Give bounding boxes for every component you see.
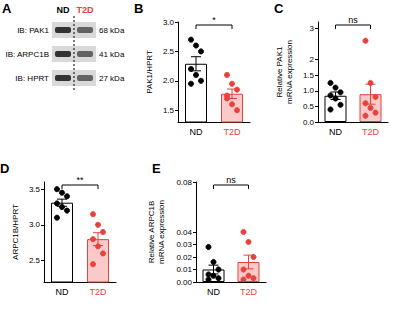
svg-text:41 kDa: 41 kDa xyxy=(99,50,125,59)
svg-text:ND: ND xyxy=(190,127,203,137)
svg-text:Relative PAK1: Relative PAK1 xyxy=(275,46,284,98)
svg-text:mRNA expression: mRNA expression xyxy=(157,200,166,264)
svg-text:2.5: 2.5 xyxy=(163,47,175,56)
svg-text:3.0: 3.0 xyxy=(163,18,175,27)
svg-text:0.01: 0.01 xyxy=(176,265,192,274)
svg-text:IB: ARPC1B: IB: ARPC1B xyxy=(5,50,49,59)
svg-text:0.08: 0.08 xyxy=(176,178,192,187)
svg-text:2: 2 xyxy=(310,55,315,64)
svg-text:IB: PAK1: IB: PAK1 xyxy=(17,26,49,35)
svg-text:A: A xyxy=(2,1,12,16)
svg-text:*: * xyxy=(212,15,216,25)
svg-text:**: ** xyxy=(76,175,84,185)
svg-text:27 kDa: 27 kDa xyxy=(99,74,125,83)
svg-text:1.5: 1.5 xyxy=(163,106,175,115)
svg-text:PAK1/HPRT: PAK1/HPRT xyxy=(145,50,154,94)
svg-text:0.04: 0.04 xyxy=(176,228,192,237)
svg-text:B: B xyxy=(134,1,143,16)
svg-text:E: E xyxy=(152,161,161,176)
svg-text:ns: ns xyxy=(348,15,358,25)
svg-text:D: D xyxy=(0,161,9,176)
svg-text:ND: ND xyxy=(56,287,69,297)
svg-text:2.0: 2.0 xyxy=(163,76,175,85)
svg-text:0.03: 0.03 xyxy=(176,240,192,249)
svg-text:ND: ND xyxy=(329,127,342,137)
svg-text:3.5: 3.5 xyxy=(29,185,41,194)
svg-text:3.0: 3.0 xyxy=(29,220,41,229)
svg-text:C: C xyxy=(274,1,284,16)
svg-text:T2D: T2D xyxy=(240,287,258,297)
svg-text:0.00: 0.00 xyxy=(176,278,192,287)
svg-text:0.02: 0.02 xyxy=(176,253,192,262)
svg-text:T2D: T2D xyxy=(89,287,107,297)
svg-text:Relative ARPC1B: Relative ARPC1B xyxy=(147,201,156,264)
svg-text:0.5: 0.5 xyxy=(303,102,315,111)
svg-text:mRNA expression: mRNA expression xyxy=(285,40,294,104)
svg-text:68 kDa: 68 kDa xyxy=(99,26,125,35)
svg-text:IB: HPRT: IB: HPRT xyxy=(15,74,49,83)
svg-text:ns: ns xyxy=(226,175,236,185)
svg-text:ARPC1B/HPRT: ARPC1B/HPRT xyxy=(11,204,20,260)
svg-text:1.5: 1.5 xyxy=(303,71,315,80)
svg-text:T2D: T2D xyxy=(362,127,380,137)
svg-text:T2D: T2D xyxy=(223,127,241,137)
svg-text:ND: ND xyxy=(57,5,70,15)
svg-text:1.0: 1.0 xyxy=(303,86,315,95)
svg-text:3: 3 xyxy=(310,24,315,33)
svg-text:T2D: T2D xyxy=(76,5,94,15)
svg-text:2.5: 2.5 xyxy=(29,256,41,265)
svg-text:ND: ND xyxy=(207,287,220,297)
svg-text:0.0: 0.0 xyxy=(303,118,315,127)
